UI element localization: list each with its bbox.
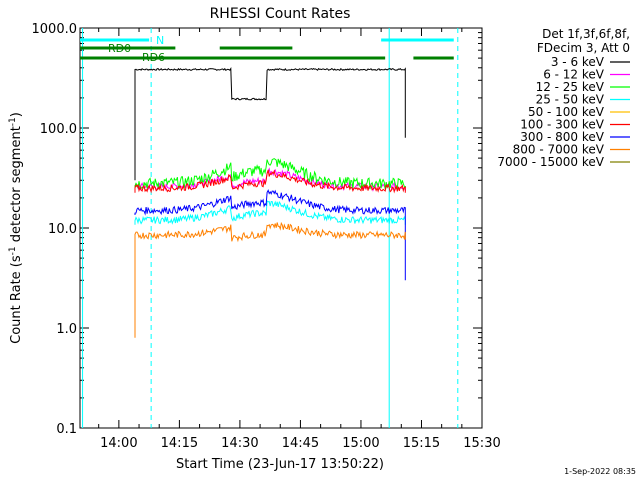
series-line: [134, 189, 406, 281]
y-axis-label-sup-1: -1: [8, 246, 18, 255]
y-tick-label: 1.0: [56, 322, 77, 337]
legend-label: 50 - 100 keV: [528, 105, 605, 119]
legend-label: 7000 - 15000 keV: [497, 155, 604, 169]
y-axis-label-part-1: Count Rate (s: [9, 255, 24, 344]
series-line: [134, 200, 406, 225]
legend-label: 800 - 7000 keV: [513, 143, 605, 157]
legend-header-1: Det 1f,3f,6f,8f,: [542, 27, 630, 41]
y-axis-label-sup-2: -1: [8, 117, 18, 126]
y-tick-labels: 0.1 1.0 10.0 100.0 1000.0: [32, 22, 78, 437]
n-annotation: N: [156, 34, 164, 47]
axis-ticks: [80, 27, 483, 429]
x-tick-label: 14:30: [221, 436, 258, 451]
series-lines: [134, 66, 406, 338]
legend-label: 6 - 12 keV: [543, 68, 605, 82]
x-tick-label: 15:30: [463, 436, 500, 451]
x-tick-labels: 14:00 14:15 14:30 14:45 15:00 15:15 15:30: [100, 436, 501, 451]
x-tick-label: 14:15: [161, 436, 198, 451]
x-tick-label: 15:00: [342, 436, 379, 451]
y-axis-label: Count Rate (s-1 detector segment-1): [8, 112, 24, 344]
legend-label: 12 - 25 keV: [536, 80, 605, 94]
rd0-annotation: RD0: [108, 42, 131, 55]
timestamp: 1-Sep-2022 08:35: [564, 467, 636, 476]
legend-label: 100 - 300 keV: [520, 118, 604, 132]
y-tick-label: 1000.0: [32, 22, 78, 37]
y-axis-label-part-2: detector segment: [9, 126, 24, 246]
plot-frame: [79, 27, 483, 429]
y-tick-label: 10.0: [48, 222, 77, 237]
x-tick-label: 14:45: [282, 436, 319, 451]
legend-label: 300 - 800 keV: [520, 130, 604, 144]
legend-label: 3 - 6 keV: [551, 55, 605, 69]
vertical-markers: [82, 28, 459, 428]
series-line: [134, 169, 406, 194]
legend-label: 25 - 50 keV: [536, 93, 605, 107]
x-tick-label: 14:00: [100, 436, 137, 451]
series-line: [134, 221, 406, 338]
y-axis-label-part-3: ): [9, 112, 24, 117]
y-tick-label: 100.0: [40, 122, 77, 137]
series-line: [134, 66, 406, 181]
attenuator-bars: N RD0 RD6: [80, 34, 454, 64]
x-tick-label: 15:15: [403, 436, 440, 451]
x-axis-label: Start Time (23-Jun-17 13:50:22): [176, 457, 384, 472]
rd6-annotation: RD6: [142, 51, 165, 64]
legend-header-2: FDecim 3, Att 0: [537, 41, 630, 55]
chart-title: RHESSI Count Rates: [210, 6, 351, 22]
y-tick-label: 0.1: [56, 422, 77, 437]
